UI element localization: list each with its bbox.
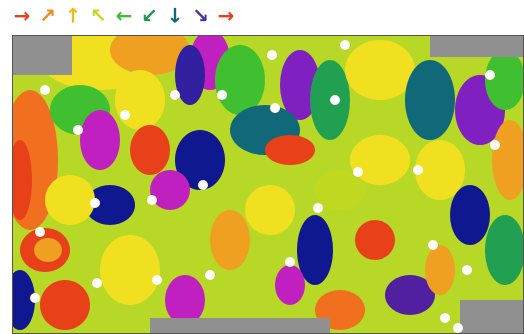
orientation-arrow: ← xyxy=(116,4,133,28)
pinwheel-center xyxy=(340,40,350,50)
pinwheel-center xyxy=(330,95,340,105)
pinwheel-center xyxy=(413,165,423,175)
patch xyxy=(245,185,295,235)
patch xyxy=(40,280,90,330)
pinwheel-center xyxy=(73,125,83,135)
patch xyxy=(215,45,265,115)
orientation-map xyxy=(2,25,524,334)
orientation-arrow: ↘ xyxy=(192,4,209,28)
pinwheel-center xyxy=(313,203,323,213)
masked-region xyxy=(460,300,524,334)
masked-region xyxy=(430,35,524,57)
pinwheel-center xyxy=(270,103,280,113)
pinwheel-center xyxy=(353,167,363,177)
pinwheel-center xyxy=(198,180,208,190)
patch xyxy=(34,238,62,262)
patch xyxy=(265,135,315,165)
patch xyxy=(485,215,524,285)
orientation-arrow: → xyxy=(14,4,31,28)
patch xyxy=(80,110,120,170)
pinwheel-center xyxy=(30,293,40,303)
pinwheel-center xyxy=(490,140,500,150)
patch xyxy=(130,125,170,175)
pinwheel-center xyxy=(120,110,130,120)
pinwheel-center xyxy=(440,313,450,323)
pinwheel-center xyxy=(152,275,162,285)
patch xyxy=(275,265,305,305)
pinwheel-center xyxy=(267,50,277,60)
patch xyxy=(355,220,395,260)
masked-region xyxy=(12,35,72,75)
orientation-arrow: ↖ xyxy=(90,4,107,28)
pinwheel-center xyxy=(217,90,227,100)
patch xyxy=(150,170,190,210)
masked-region xyxy=(150,318,330,334)
patch xyxy=(345,40,415,100)
patch xyxy=(115,70,165,130)
patch xyxy=(485,50,524,110)
orientation-arrow: ↓ xyxy=(167,4,184,28)
pinwheel-center xyxy=(285,257,295,267)
orientation-arrow: ↑ xyxy=(65,4,82,28)
pinwheel-center xyxy=(170,90,180,100)
patch xyxy=(210,210,250,270)
pinwheel-center xyxy=(205,270,215,280)
pinwheel-center xyxy=(35,227,45,237)
patch xyxy=(8,140,32,220)
pinwheel-center xyxy=(462,265,472,275)
patch xyxy=(165,275,205,325)
orientation-arrow: ↙ xyxy=(141,4,158,28)
orientation-arrow: → xyxy=(218,4,235,28)
pinwheel-center xyxy=(428,240,438,250)
patch xyxy=(405,60,455,140)
orientation-arrow: ↗ xyxy=(39,4,56,28)
patch xyxy=(100,235,160,305)
pinwheel-center xyxy=(147,195,157,205)
pinwheel-center xyxy=(90,198,100,208)
orientation-legend: → ↗ ↑ ↖ ← ↙ ↓ ↘ → xyxy=(14,4,235,28)
patch xyxy=(425,245,455,295)
patch xyxy=(450,185,490,245)
pinwheel-center xyxy=(453,323,463,333)
pinwheel-center xyxy=(485,70,495,80)
pinwheel-center xyxy=(40,85,50,95)
patch xyxy=(45,175,95,225)
pinwheel-center xyxy=(92,278,102,288)
orientation-map-figure: → ↗ ↑ ↖ ← ↙ ↓ ↘ → xyxy=(0,0,524,334)
